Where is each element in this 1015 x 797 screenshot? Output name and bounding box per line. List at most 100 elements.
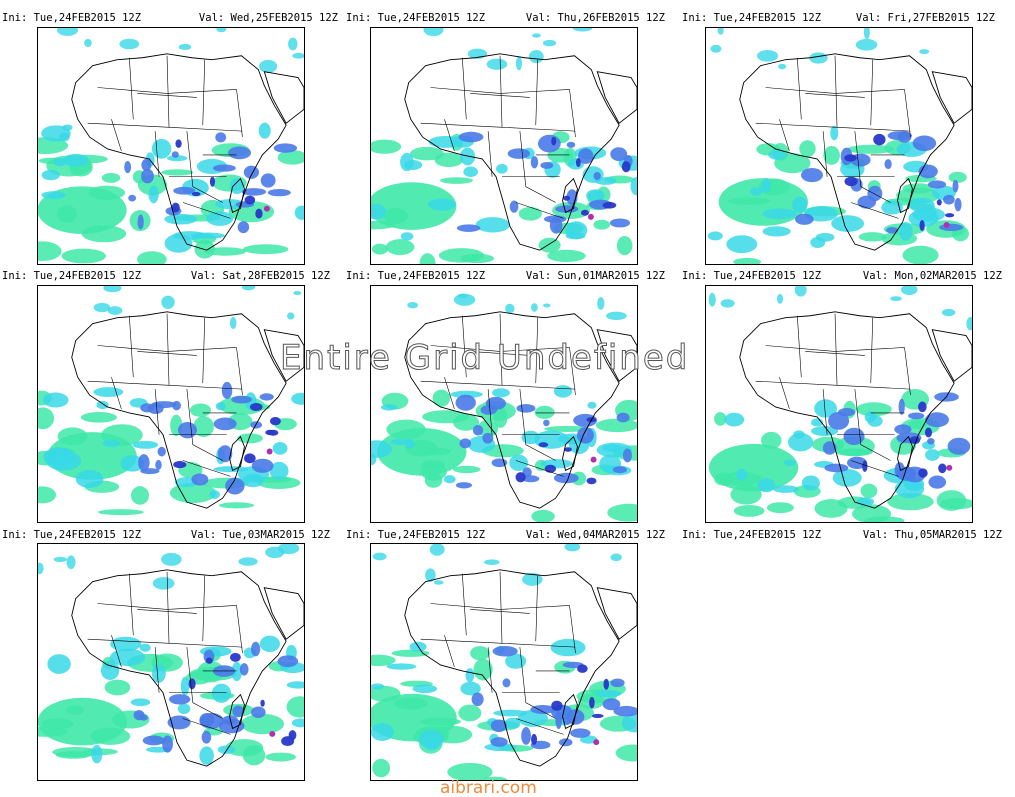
precip-blob — [522, 475, 540, 483]
country-border — [186, 131, 223, 203]
precip-blob — [887, 131, 912, 141]
precip-blob — [55, 751, 91, 759]
precip-blob — [141, 158, 152, 172]
coastline — [263, 329, 304, 382]
country-border — [797, 57, 802, 120]
precip-blob — [563, 195, 571, 201]
precip-blob — [250, 641, 261, 657]
precip-blob — [593, 219, 611, 230]
precip-blob — [455, 482, 473, 489]
country-border — [166, 571, 170, 644]
precip-blob — [886, 227, 899, 234]
precip-blob — [267, 188, 291, 197]
precip-blob — [902, 183, 934, 194]
precip-blob — [371, 243, 388, 255]
precip-blob — [939, 223, 964, 231]
precip-blob — [509, 454, 529, 471]
precip-blob — [266, 448, 273, 455]
precip-blob — [881, 200, 904, 215]
precip-blob — [243, 165, 260, 179]
panel-3-map — [705, 27, 973, 265]
precip-blob — [504, 717, 521, 729]
precip-blob — [128, 194, 137, 202]
undefined-grid-notice: Entire Grid Undefined — [279, 338, 690, 379]
precip-blob — [736, 468, 748, 481]
precip-blob — [852, 504, 892, 522]
country-border — [182, 718, 231, 735]
precip-blob — [180, 676, 190, 696]
precip-blob — [572, 28, 593, 32]
precip-blob — [255, 208, 263, 219]
precip-blob — [799, 140, 816, 158]
precip-blob — [947, 437, 971, 455]
country-border — [420, 638, 576, 648]
precip-blob — [899, 221, 913, 241]
precip-blob — [757, 478, 776, 493]
precip-blob — [966, 317, 972, 331]
watermark: aibrari.com — [440, 778, 537, 797]
coastline — [739, 53, 955, 251]
precip-blob — [281, 736, 295, 747]
precip-blob — [894, 479, 925, 499]
country-border — [97, 87, 237, 94]
precip-blob — [843, 427, 865, 446]
precip-blob — [65, 705, 85, 715]
precip-blob — [901, 286, 918, 296]
precip-blob — [386, 419, 426, 440]
country-border — [444, 635, 455, 668]
country-border — [904, 347, 911, 396]
precip-blob — [908, 209, 939, 227]
precip-blob — [528, 50, 544, 64]
precip-blob — [104, 679, 131, 696]
panel-5-map — [370, 285, 638, 523]
country-border — [870, 317, 874, 384]
precip-blob — [161, 295, 175, 309]
precip-blob — [269, 461, 289, 480]
precip-blob — [173, 461, 187, 469]
panel-2-val-label: Val: Thu,26FEB2015 12Z — [525, 12, 665, 24]
precip-blob — [952, 180, 959, 193]
precip-blob — [610, 553, 622, 562]
precip-blob — [577, 664, 588, 673]
precip-blob — [530, 705, 556, 714]
country-border — [779, 377, 790, 410]
precip-blob — [515, 56, 523, 71]
precip-blob — [761, 431, 782, 450]
precip-blob — [938, 463, 947, 474]
precip-blob — [482, 776, 508, 780]
precip-blob — [831, 215, 865, 232]
precip-blob — [120, 455, 145, 472]
precip-blob — [475, 217, 511, 233]
country-border — [854, 389, 891, 461]
country-border — [154, 131, 160, 177]
precip-blob — [147, 403, 164, 415]
precip-blob — [547, 249, 586, 263]
precip-blob — [420, 462, 447, 481]
precip-blob — [231, 395, 252, 404]
country-border — [430, 345, 570, 352]
precip-blob — [586, 477, 597, 485]
panel-3-map-svg — [707, 28, 972, 264]
country-border — [822, 389, 828, 435]
precip-blob — [908, 197, 935, 213]
precip-blob — [793, 430, 805, 439]
precip-blob — [201, 730, 212, 744]
precip-blob — [505, 303, 515, 314]
precip-blob — [62, 153, 89, 167]
precip-blob — [249, 403, 263, 411]
precip-blob — [814, 399, 838, 418]
precip-blob — [132, 440, 159, 449]
country-border — [535, 575, 539, 642]
precip-blob — [243, 244, 289, 255]
precip-blob — [615, 744, 637, 762]
country-border — [854, 131, 891, 203]
precip-blob — [38, 137, 69, 154]
precip-blob — [750, 187, 763, 196]
precip-blob — [38, 407, 55, 430]
precip-blob — [164, 213, 197, 225]
precip-blob — [756, 50, 779, 62]
country-border — [236, 605, 243, 654]
country-border — [499, 55, 503, 128]
precip-blob — [412, 684, 438, 694]
precip-blob — [927, 180, 947, 189]
